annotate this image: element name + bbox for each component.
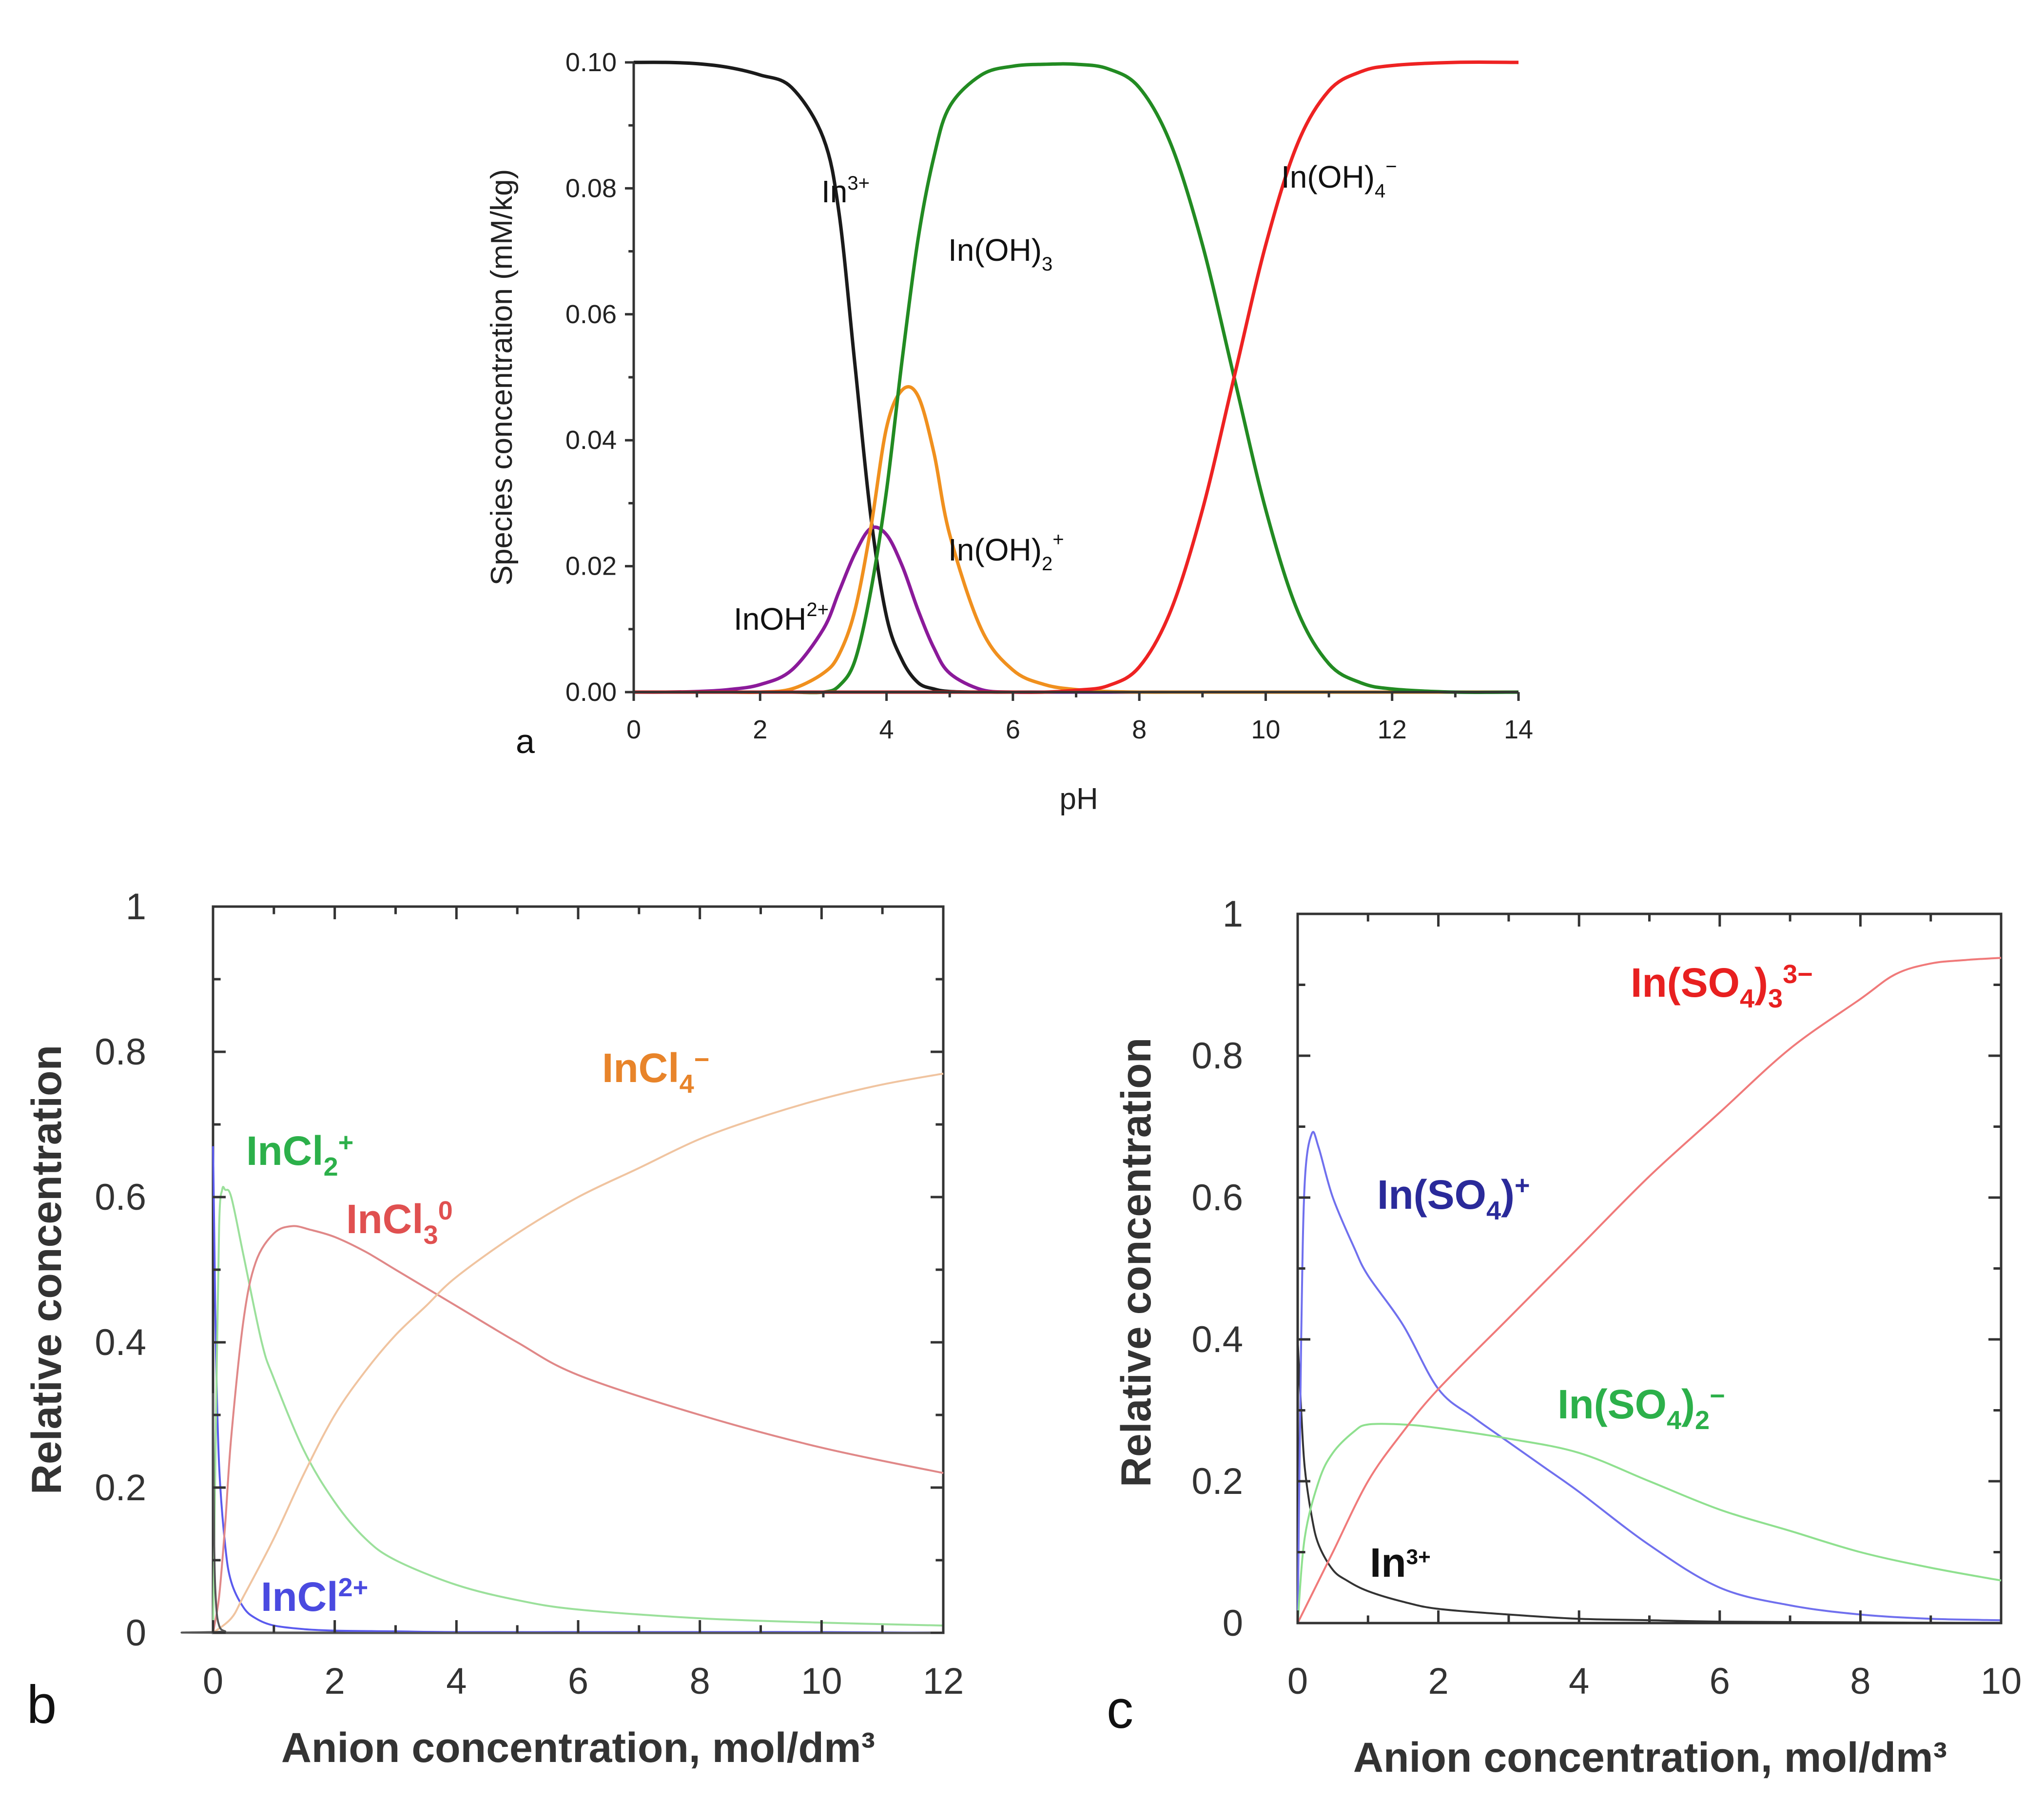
- panel-b-x-tick-label: 8: [690, 1661, 710, 1702]
- panel-c-frame: [1296, 912, 2003, 1625]
- panel-b-x-label: Anion concentration, mol/dm³: [281, 1724, 875, 1771]
- panel-a-x-tick-label: 6: [1006, 715, 1020, 744]
- panel-a-label-inoh: InOH2+: [734, 599, 829, 637]
- panel-a-label-inoh2: In(OH)2+: [948, 529, 1064, 575]
- panel-a-x-tick-label: 12: [1378, 715, 1407, 744]
- panel-c-series-in-so4: [1297, 1131, 2002, 1624]
- panel-b-frame: [212, 905, 945, 1634]
- panel-c-y-tick-label: 0.8: [1191, 1035, 1243, 1077]
- panel-b-series-incl4: [212, 1072, 944, 1634]
- panel-b-series-incl2: [212, 1146, 944, 1634]
- panel-a-x-tick-label: 2: [753, 715, 767, 744]
- panel-c-x-tick-label: 0: [1287, 1661, 1308, 1702]
- panel-c-y-tick-label: 0.2: [1191, 1461, 1243, 1502]
- panel-b-y-tick-label: 0.2: [95, 1467, 146, 1509]
- panel-a-y-label: Species concentration (mM/kg): [485, 169, 519, 586]
- panel-b-label-incl: InCl2+: [261, 1573, 368, 1620]
- panel-c-label-inso4: In(SO4)+: [1377, 1171, 1530, 1225]
- panel-b-y-tick-label: 0.4: [95, 1322, 146, 1363]
- panel-a-label-inoh3: In(OH)3: [948, 232, 1052, 275]
- panel-c-x-tick-label: 6: [1710, 1661, 1730, 1702]
- panel-a-y-tick-label: 0.02: [565, 552, 617, 581]
- panel-b-x-tick-label: 4: [446, 1661, 467, 1702]
- panel-a-label-inoh4: In(OH)4−: [1281, 156, 1397, 202]
- panel-c-label-in3: In3+: [1370, 1540, 1431, 1586]
- panel-c-y-tick-label: 0: [1223, 1603, 1243, 1644]
- panel-a-x-tick-label: 8: [1132, 715, 1147, 744]
- panel-a-y-tick-label: 0.10: [565, 48, 617, 77]
- panel-b-series-incl2: [212, 1185, 944, 1633]
- panel-a-y-tick-label: 0.08: [565, 174, 617, 203]
- panel-b-label-incl4: InCl4−: [602, 1045, 709, 1099]
- panel-c-x-label: Anion concentration, mol/dm³: [1353, 1734, 1947, 1781]
- panel-c-x-tick-label: 2: [1428, 1661, 1448, 1702]
- panel-a-x-tick-label: 10: [1251, 715, 1280, 744]
- panel-b-x-tick-label: 12: [923, 1661, 964, 1702]
- panel-a-y-tick-label: 0.06: [565, 300, 617, 329]
- panel-a-y-tick-label: 0.00: [565, 677, 617, 707]
- panel-a-x-tick-label: 4: [879, 715, 894, 744]
- panel-b-label-incl3: InCl30: [346, 1196, 453, 1250]
- panel-a-y-tick-label: 0.04: [565, 426, 617, 455]
- panel-c-series-in-so4-2: [1297, 1423, 2002, 1624]
- panel-c-y-tick-label: 0.6: [1191, 1177, 1243, 1219]
- panel-b-x-tick-label: 2: [325, 1661, 345, 1702]
- panel-b-y-tick-label: 0.8: [95, 1031, 146, 1073]
- panel-b-y-tick-label: 0: [126, 1612, 146, 1654]
- panel-c-y-label: Relative concentration: [1113, 1038, 1160, 1487]
- panel-a-x-label: pH: [1059, 782, 1098, 816]
- panel-b-y-tick-label: 1: [126, 886, 146, 928]
- panel-a-series-in-oh-2: [634, 385, 1518, 694]
- panel-b-y-label: Relative concentration: [23, 1045, 70, 1494]
- panel-a-x-tick-label: 14: [1504, 715, 1533, 744]
- panel-c-label-inso4-3: In(SO4)33−: [1631, 960, 1813, 1013]
- panel-c-x-tick-label: 4: [1569, 1661, 1589, 1702]
- panel-c-x-tick-label: 8: [1850, 1661, 1870, 1702]
- panel-a-label-in3: In3+: [821, 173, 870, 209]
- panel-c-letter: c: [1107, 1680, 1133, 1740]
- panel-c-y-tick-label: 0.4: [1191, 1319, 1243, 1360]
- panel-b-chart: 0 2 4 6 8 10 12 0 0.2 0.4 0.6 0.8 1 Anion concentrat…: [23, 886, 964, 1771]
- panel-c-series-in-so4-3-3: [1297, 957, 2002, 1624]
- panel-c-label-inso4-2: In(SO4)2−: [1557, 1381, 1725, 1435]
- panel-a-letter: a: [516, 722, 535, 760]
- panel-c-x-tick-label: 10: [1981, 1661, 2022, 1702]
- panel-b-y-tick-label: 0.6: [95, 1177, 146, 1218]
- panel-b-label-incl2: InCl2+: [246, 1128, 353, 1181]
- panel-c-chart: 0 2 4 6 8 10 0 0.2 0.4 0.6 0.8 1 Anion concentratio…: [1107, 893, 2022, 1781]
- panel-c-y-tick-label: 1: [1223, 893, 1243, 935]
- panel-b-x-tick-label: 6: [568, 1661, 588, 1702]
- panel-c-series-in3: [1297, 1339, 2002, 1624]
- panel-a-x-tick-label: 0: [626, 715, 641, 744]
- panel-b-series-incl3: [212, 1225, 944, 1633]
- panel-b-letter: b: [27, 1675, 57, 1735]
- panel-a-chart: 0 2 4 6 8 10 12 14 0.00 0.02 0.04 0.06 0.08 0.10 pH S…: [485, 48, 1533, 816]
- panel-b-x-tick-label: 10: [801, 1661, 842, 1702]
- panel-b-x-tick-label: 0: [203, 1661, 223, 1702]
